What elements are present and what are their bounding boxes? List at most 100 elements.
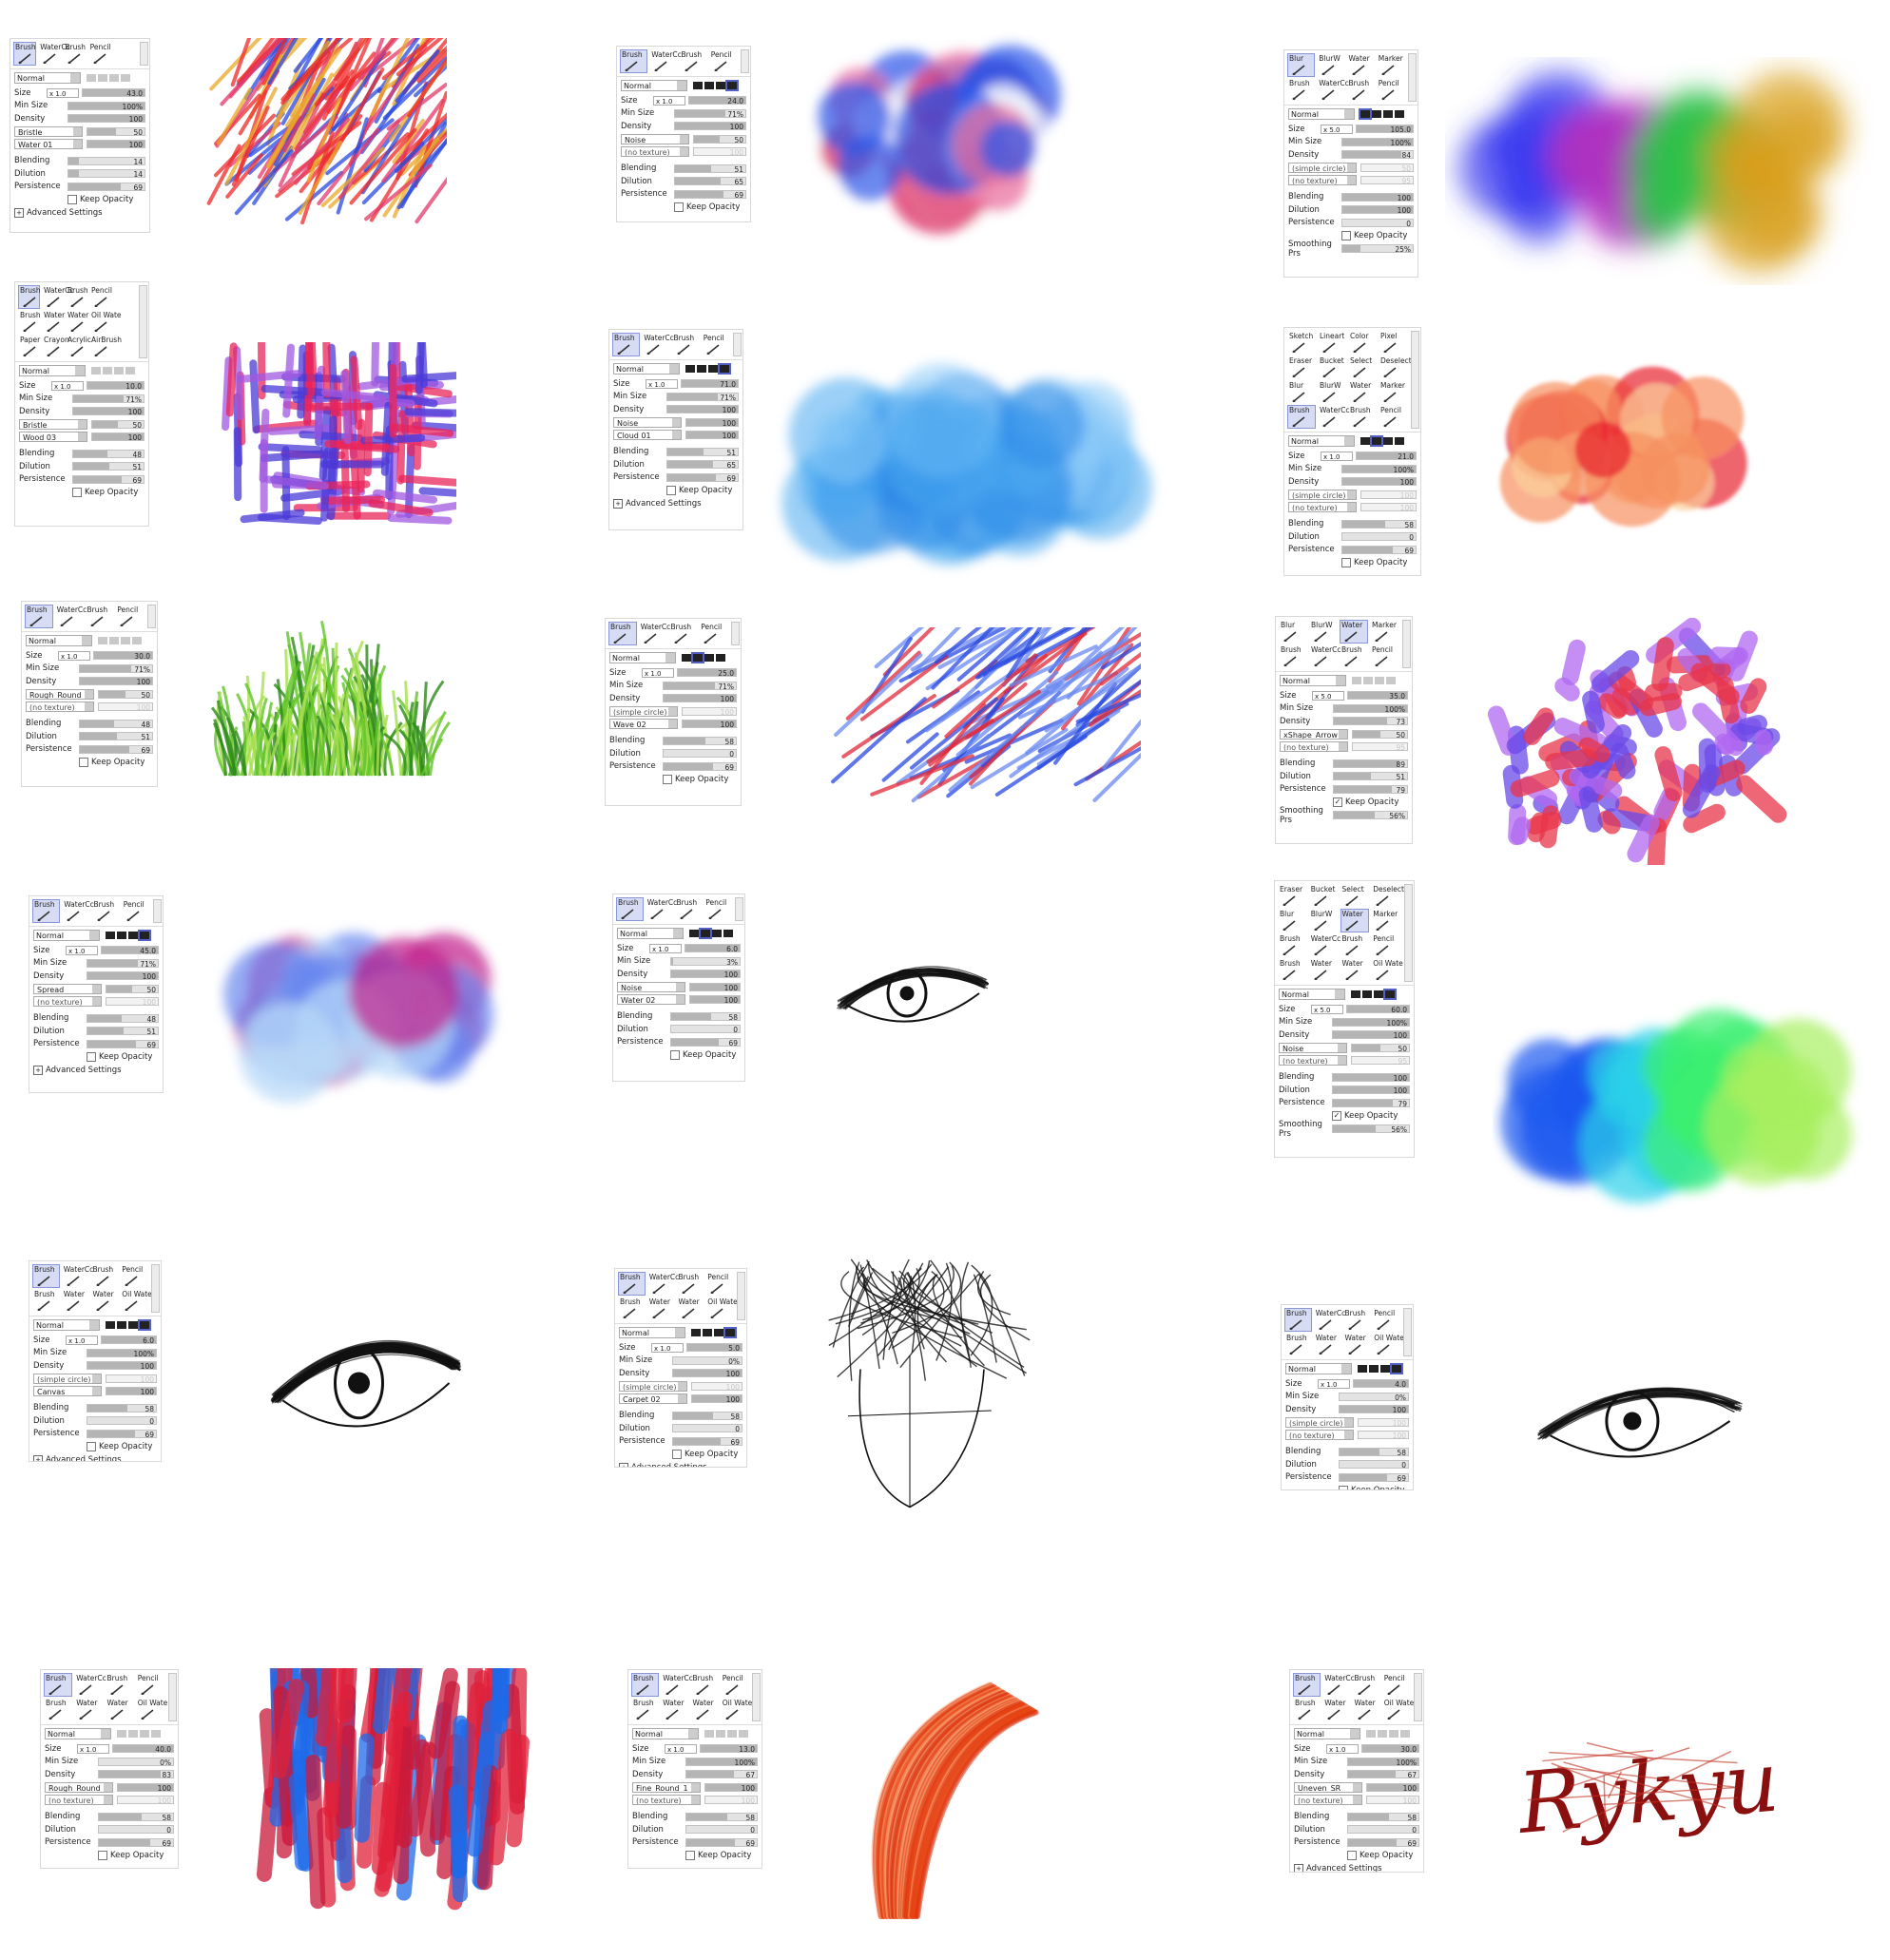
dilution-slider[interactable]: 0: [670, 1025, 741, 1034]
persistence-slider[interactable]: 69: [674, 189, 746, 199]
tool-palette-scrollbar[interactable]: [1404, 884, 1413, 982]
brush-shape-option[interactable]: [1360, 437, 1370, 445]
brush-shape-option[interactable]: [117, 932, 126, 939]
tool-slot-empty[interactable]: [113, 310, 135, 334]
blending-slider[interactable]: 58: [685, 1812, 758, 1821]
persistence-slider[interactable]: 69: [670, 1037, 741, 1047]
blending-slider[interactable]: 58: [670, 1011, 741, 1021]
brush-shape-select[interactable]: Noise: [613, 416, 682, 428]
brush-shape-option[interactable]: [727, 1730, 737, 1738]
dilution-slider[interactable]: 100: [1341, 205, 1414, 215]
tool-slot-bucket[interactable]: Bucket: [1309, 884, 1339, 908]
tool-slot-brush[interactable]: Brush: [13, 42, 37, 66]
persistence-slider[interactable]: 69: [1339, 1472, 1409, 1482]
keep-opacity-toggle[interactable]: Keep Opacity: [1284, 556, 1420, 569]
tool-slot-eraser[interactable]: Eraser: [1287, 355, 1316, 379]
brush-shape-strength-slider[interactable]: 50: [1352, 729, 1408, 739]
brush-shape-option[interactable]: [138, 1319, 151, 1331]
density-slider[interactable]: 100: [87, 971, 159, 981]
brush-shape-option[interactable]: [1380, 1365, 1390, 1373]
density-slider[interactable]: 84: [1341, 150, 1414, 160]
tool-slot-brush[interactable]: Brush: [608, 622, 637, 645]
advanced-settings-toggle[interactable]: Advanced Settings: [615, 1461, 746, 1467]
brush-shape-option[interactable]: [121, 637, 130, 644]
tool-slot-watercc[interactable]: WaterCc: [1309, 644, 1341, 668]
size-slider[interactable]: 35.0: [1347, 691, 1408, 701]
size-slider[interactable]: 13.0: [700, 1744, 758, 1754]
tool-slot-watercc[interactable]: WaterCc: [62, 1264, 93, 1288]
brush-shape-strength-slider[interactable]: 100: [689, 982, 741, 991]
size-slider[interactable]: 105.0: [1356, 125, 1414, 134]
min-size-slider[interactable]: 100%: [685, 1757, 758, 1766]
brush-shape-option[interactable]: [98, 637, 107, 644]
brush-shape-option[interactable]: [109, 74, 119, 82]
keep-opacity-toggle[interactable]: ✓ Keep Opacity: [1275, 1109, 1414, 1123]
tool-slot-watercc[interactable]: WaterCc: [646, 897, 677, 921]
brush-shape-option[interactable]: [682, 654, 691, 662]
keep-opacity-toggle[interactable]: Keep Opacity: [613, 1048, 744, 1062]
brush-shape-option[interactable]: [106, 1321, 115, 1329]
density-slider[interactable]: 73: [1333, 717, 1408, 726]
brush-shape-strength-slider[interactable]: 100: [704, 1782, 758, 1792]
dilution-slider[interactable]: 65: [666, 460, 739, 470]
brush-shape-option[interactable]: [739, 1730, 748, 1738]
density-slider[interactable]: 100: [672, 1369, 742, 1378]
min-size-slider[interactable]: 100%: [87, 1348, 157, 1357]
tool-slot-water[interactable]: Water: [42, 310, 65, 334]
tool-slot-empty[interactable]: [113, 335, 135, 358]
persistence-slider[interactable]: 69: [68, 182, 145, 191]
tool-slot-watercc[interactable]: WaterCc: [74, 1673, 106, 1697]
brush-shape-option[interactable]: [723, 930, 733, 937]
tool-palette-scrollbar[interactable]: [1402, 620, 1411, 668]
advanced-settings-toggle[interactable]: Advanced Settings: [29, 1064, 163, 1077]
keep-opacity-checkbox[interactable]: [672, 1450, 682, 1459]
density-slider[interactable]: 100: [1332, 1030, 1410, 1040]
tool-palette-scrollbar[interactable]: [147, 605, 156, 628]
tool-slot-water[interactable]: Water: [74, 1698, 103, 1721]
keep-opacity-checkbox[interactable]: [1339, 1486, 1348, 1489]
tool-slot-brush[interactable]: Brush: [32, 1264, 60, 1288]
tool-slot-marker[interactable]: Marker: [1371, 909, 1400, 932]
tool-slot-brush[interactable]: Brush: [1347, 78, 1375, 102]
tool-slot-water[interactable]: Water: [1348, 380, 1377, 404]
tool-slot-brush[interactable]: Brush: [618, 1272, 646, 1296]
brush-texture-select[interactable]: (no texture): [1294, 1795, 1362, 1806]
keep-opacity-toggle[interactable]: Keep Opacity: [1284, 229, 1418, 242]
brush-texture-select[interactable]: (no texture): [26, 701, 94, 713]
tool-palette-scrollbar[interactable]: [741, 49, 749, 73]
keep-opacity-checkbox[interactable]: [1347, 1851, 1357, 1860]
size-multiplier-select[interactable]: x 1.0: [651, 1342, 684, 1353]
tool-slot-watercc[interactable]: WaterCc: [1322, 1673, 1355, 1697]
size-slider[interactable]: 24.0: [688, 96, 746, 106]
tool-slot-brush[interactable]: Brush: [612, 333, 641, 356]
tool-slot-brush[interactable]: Brush: [675, 897, 703, 921]
smoothing-slider[interactable]: 56%: [1333, 811, 1408, 820]
brush-texture-strength-slider[interactable]: 100: [1358, 1431, 1409, 1440]
tool-slot-pencil[interactable]: Pencil: [89, 285, 112, 309]
brush-shape-option[interactable]: [138, 930, 151, 941]
brush-shape-option[interactable]: [1383, 989, 1397, 1000]
tool-slot-airbrush[interactable]: AirBrush: [89, 335, 122, 358]
tool-slot-lineart[interactable]: Lineart: [1318, 331, 1346, 355]
brush-shape-option[interactable]: [1363, 677, 1373, 684]
keep-opacity-checkbox[interactable]: [670, 1050, 680, 1060]
brush-shape-option[interactable]: [140, 1730, 149, 1738]
min-size-slider[interactable]: 71%: [87, 958, 159, 968]
brush-shape-option[interactable]: [1400, 1730, 1410, 1738]
tool-palette-scrollbar[interactable]: [1403, 1308, 1412, 1356]
brush-shape-option[interactable]: [1383, 437, 1393, 445]
tool-slot-pencil[interactable]: Pencil: [136, 1673, 164, 1697]
size-multiplier-select[interactable]: x 5.0: [1312, 690, 1344, 701]
tool-slot-pencil[interactable]: Pencil: [709, 49, 737, 73]
brush-shape-option[interactable]: [1378, 1730, 1387, 1738]
brush-texture-select[interactable]: Cloud 01: [613, 430, 682, 441]
tool-slot-brush[interactable]: Brush: [1278, 958, 1307, 982]
tool-palette-scrollbar[interactable]: [735, 897, 743, 921]
tool-slot-water[interactable]: Water: [1353, 1698, 1380, 1721]
tool-slot-brush[interactable]: Brush: [44, 1673, 73, 1697]
min-size-slider[interactable]: 100%: [1333, 703, 1408, 713]
min-size-slider[interactable]: 0%: [672, 1355, 742, 1365]
keep-opacity-toggle[interactable]: Keep Opacity: [15, 486, 148, 499]
brush-shape-option[interactable]: [704, 1730, 714, 1738]
brush-texture-strength-slider[interactable]: 100: [117, 1796, 174, 1805]
